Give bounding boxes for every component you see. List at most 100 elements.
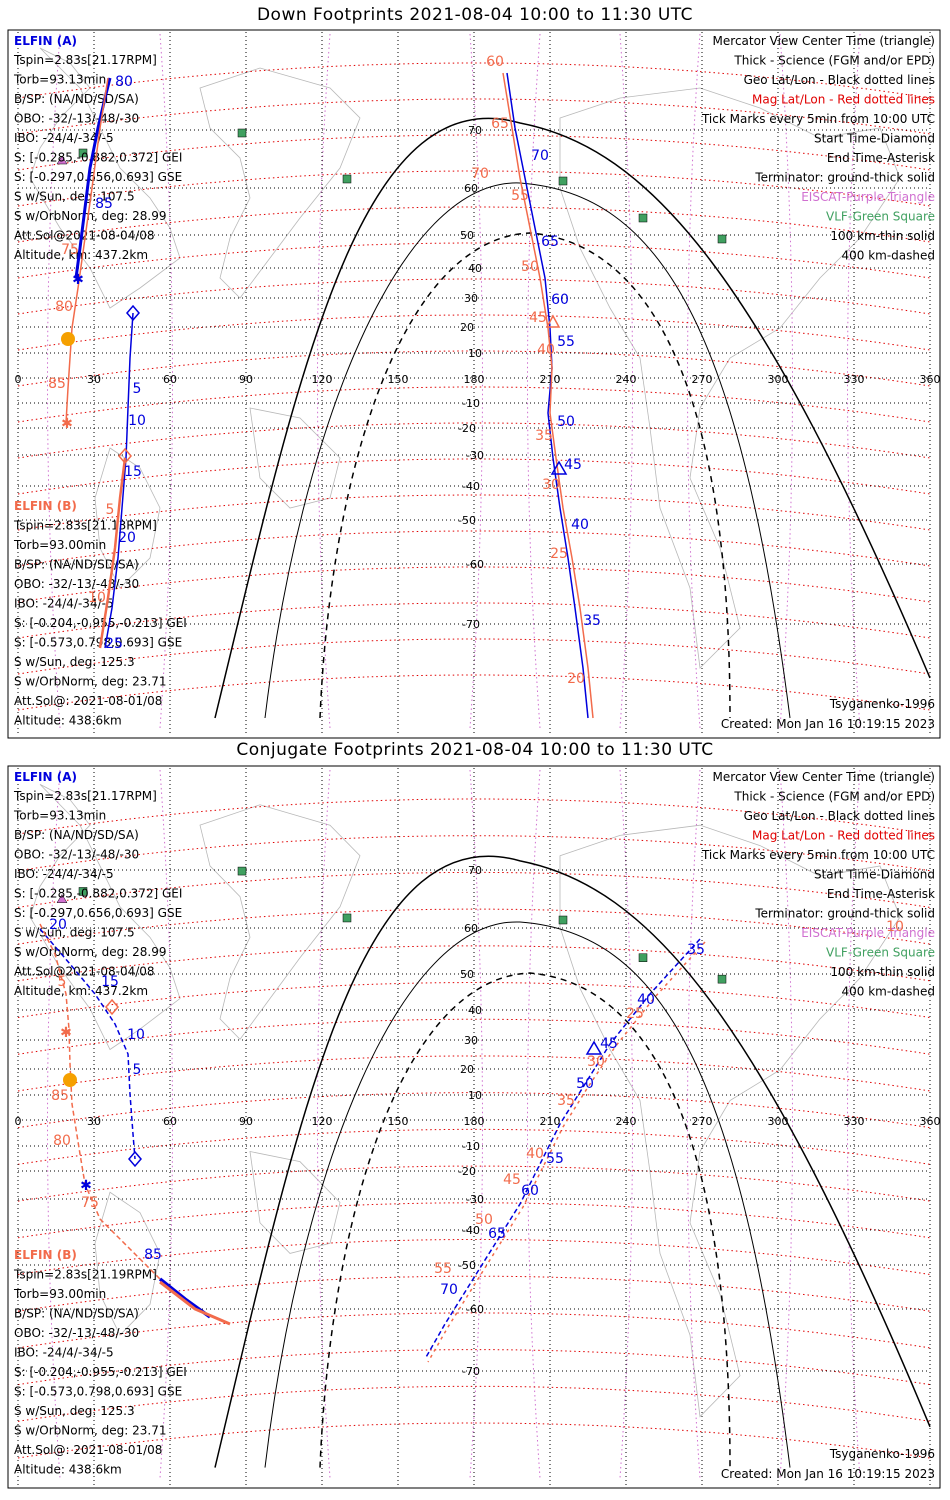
elfin-a-tick-label-4: 85 [144,1247,162,1263]
elfin-b-tick-label-1: 85 [51,1088,69,1104]
terminator-400km [319,972,731,1468]
lon-label-180: 180 [464,373,485,386]
vlf-station-0 [237,866,247,876]
mag-meridian-2 [317,769,331,1479]
lon-label-30: 30 [87,373,101,386]
coastline-outline-4 [249,1150,341,1254]
legend-line-10: 100 km-thin solid [830,965,935,979]
mag-meridian-3 [469,33,483,729]
vlf-station-1 [342,174,352,184]
elfin-b-tick-label-12: 80 [55,299,73,315]
coastline-outline-2 [559,824,901,1418]
mag-meridian-1 [159,33,173,729]
elfin-b-tick-label-5: 35 [535,428,553,444]
lon-label-60: 60 [163,373,177,386]
elfin-a-tick-label-5: 35 [687,942,705,958]
elfin-a-header: ELFIN (A) [14,34,77,48]
elfin-b-track-left-south [98,457,127,649]
elfin-a-center-triangle [585,1040,603,1055]
elfin-b-track-left [39,923,161,1280]
lat-label--70: -70 [462,618,480,631]
legend-line-0: Mercator View Center Time (triangle) [713,34,935,48]
lat-label-30: 30 [464,1034,478,1047]
coastline-outline-1 [199,67,361,299]
coastline-outline-3 [94,1191,161,1336]
elfin-a-start-diamond [126,304,140,322]
elfin-a-line-7: S w/Sun, deg: 107.5 [14,926,135,940]
legend-line-2: Geo Lat/Lon - Black dotted lines [744,73,935,87]
vlf-station-5 [78,887,88,896]
legend-line-2: Geo Lat/Lon - Black dotted lines [744,809,935,823]
lon-label-300: 300 [768,373,789,386]
lat-label--50: -50 [458,1259,476,1272]
elfin-a-line-4: IBO: -24/4/-34/-5 [14,131,114,145]
elfin-a-tick-label-5: 20 [118,530,136,546]
elfin-b-tick-label-7: 25 [550,546,568,562]
lon-label-120: 120 [312,1115,333,1128]
lon-label-240: 240 [616,373,637,386]
mag-meridian-0 [47,33,61,729]
lat-label-50: 50 [460,968,474,981]
elfin-a-line-2: B/SP: (NA/ND/SD/SA) [14,92,139,106]
elfin-b-line-0: Tspin=2.83s[21.19RPM] [13,1268,157,1282]
elfin-b-track-thick [159,1280,231,1326]
lat-label-70: 70 [468,124,482,137]
model-label: Tsyganenko-1996 [829,1447,935,1461]
elfin-b-line-2: B/SP: (NA/ND/SD/SA) [14,1307,139,1321]
elfin-a-tick-label-7: 70 [531,148,549,164]
mag-meridian-6 [687,33,701,729]
coastline-outline-2 [559,87,901,669]
legend-line-11: 400 km-dashed [841,985,935,999]
vlf-station-3 [638,953,648,962]
elfin-b-tick-label-4: 40 [537,342,555,358]
elfin-a-tick-label-4: 15 [124,464,142,480]
map-frame [7,765,941,1489]
mag-meridian-7 [779,769,793,1479]
terminator-ground [214,855,931,1468]
elfin-b-tick-label-6: 30 [542,477,560,493]
lat-label-60: 60 [464,182,478,195]
lon-label-60: 60 [163,1115,177,1128]
lon-label-120: 120 [312,373,333,386]
elfin-a-line-10: Altitude, km: 437.2km [14,984,148,998]
legend-line-7: Terminator: ground-thick solid [754,907,935,921]
elfin-b-line-1: Torb=93.00min [13,1287,106,1301]
terminator-100km [264,921,791,1468]
elfin-b-end-asterisk: ✱ [60,1025,72,1041]
elfin-a-line-5: S: [-0.285,-0.882,0.372] GEI [14,887,182,901]
lat-label-40: 40 [468,262,482,275]
lat-label-10: 10 [468,347,482,360]
elfin-a-tick-label-3: 10 [128,413,146,429]
elfin-a-track-left [39,928,136,1160]
elfin-a-tick-label-10: 55 [557,334,575,350]
coastline-outline-0 [29,47,181,309]
elfin-a-line-0: Tspin=2.83s[21.17RPM] [13,789,157,803]
lon-label-270: 270 [692,1115,713,1128]
vlf-station-1 [342,913,352,923]
mag-meridian-4 [527,769,541,1479]
elfin-b-tick-label-5: 25 [626,1006,644,1022]
elfin-a-start-diamond [128,1150,142,1168]
elfin-a-tick-label-9: 55 [546,1151,564,1167]
elfin-a-end-asterisk: ✱ [80,1178,92,1194]
elfin-b-tick-label-9: 65 [491,116,509,132]
elfin-a-tick-label-1: 85 [95,196,113,212]
lat-label--30: -30 [466,1193,484,1206]
elfin-a-tick-label-12: 45 [564,457,582,473]
lat-label-70: 70 [468,864,482,877]
lon-label-150: 150 [388,1115,409,1128]
lon-label-0: 0 [15,1115,22,1128]
elfin-a-tick-label-12: 70 [440,1282,458,1298]
elfin-a-tick-label-10: 60 [521,1183,539,1199]
elfin-a-tick-label-8: 65 [541,234,559,250]
mag-meridian-5 [619,769,633,1479]
elfin-b-track-left-north [65,77,109,424]
elfin-b-tick-label-6: 30 [587,1054,605,1070]
elfin-b-tick-label-11: 55 [434,1261,452,1277]
mag-meridian-8 [847,33,861,729]
legend-line-10: 100 km-thin solid [830,229,935,243]
lat-label-50: 50 [460,229,474,242]
elfin-b-tick-label-13: 85 [48,376,66,392]
legend-line-4: Tick Marks every 5min from 10:00 UTC [701,112,935,126]
elfin-a-tick-label-0: 80 [115,74,133,90]
